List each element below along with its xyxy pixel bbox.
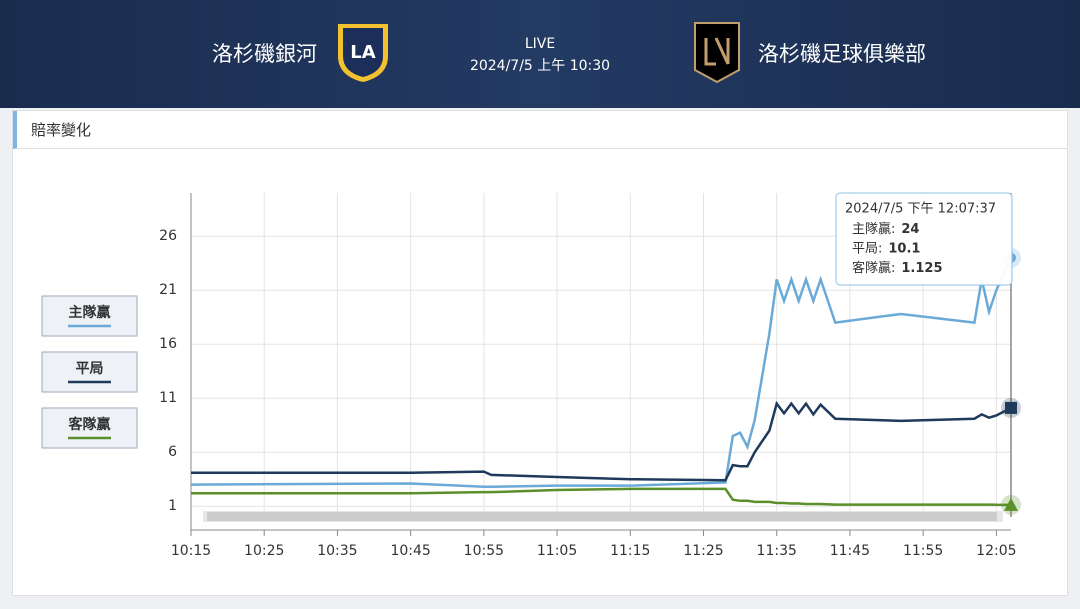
point-marker [1004, 497, 1018, 511]
tooltip-box [835, 192, 1013, 286]
y-tick-label: 16 [159, 336, 177, 352]
x-tick-label: 11:35 [757, 543, 797, 559]
x-tick-label: 11:55 [903, 543, 943, 559]
y-tick-label: 6 [168, 444, 177, 460]
tooltip-row: 主隊贏: 24 [852, 221, 919, 237]
panel-title: 賠率變化 [13, 111, 1067, 149]
away-team: 洛杉磯足球俱樂部 [758, 42, 926, 66]
match-time: 2024/7/5 上午 10:30 [469, 58, 611, 74]
x-tick-label: 11:05 [537, 543, 577, 559]
x-tick-label: 11:15 [610, 543, 650, 559]
home-logo: LA [338, 24, 388, 82]
tooltip-value: 24 [901, 222, 919, 237]
tooltip-label: 客隊贏: [852, 260, 895, 276]
scrollbar-thumb [207, 512, 997, 521]
x-tick-label: 10:35 [317, 543, 357, 559]
tooltip-title: 2024/7/5 下午 12:07:37 [845, 202, 996, 217]
logo-text: LA [350, 42, 375, 63]
tooltip-value: 1.125 [901, 261, 942, 276]
x-tick-label: 11:25 [683, 543, 723, 559]
y-tick-label: 26 [159, 228, 177, 244]
x-tick-label: 10:15 [171, 543, 211, 559]
home-team: 洛杉磯銀河 [212, 42, 317, 66]
legend-button[interactable] [41, 407, 138, 449]
away-logo [694, 22, 740, 84]
series-line [191, 487, 1012, 507]
match-status: LIVE [524, 36, 556, 52]
tooltip-label: 平局: [852, 241, 882, 256]
legend-button[interactable] [41, 351, 138, 393]
x-tick-label: 10:45 [390, 543, 430, 559]
point-marker [1005, 401, 1017, 414]
y-tick-label: 11 [159, 390, 177, 406]
y-tick-label: 1 [168, 498, 177, 514]
x-tick-label: 10:55 [464, 543, 504, 559]
tooltip-row: 客隊贏: 1.125 [852, 260, 943, 276]
y-tick-label: 21 [159, 282, 177, 298]
legend-label: 客隊贏 [68, 416, 111, 433]
tooltip-value: 10.1 [888, 241, 920, 256]
legend-button[interactable] [41, 295, 138, 337]
series-line [190, 257, 1013, 489]
x-tick-label: 11:45 [830, 543, 870, 559]
legend-label: 主隊贏 [69, 304, 111, 321]
legend-label: 平局 [76, 361, 104, 377]
x-tick-label: 10:25 [244, 543, 284, 559]
x-tick-label: 12:05 [976, 543, 1016, 559]
match-header: 洛杉磯銀河 LA LIVE 2024/7/5 上午 10:30 洛杉磯足球俱樂部 [0, 0, 1080, 108]
tooltip-row: 平局: 10.1 [852, 241, 920, 256]
series-line [191, 400, 1012, 482]
tooltip-label: 主隊贏: [852, 221, 895, 237]
